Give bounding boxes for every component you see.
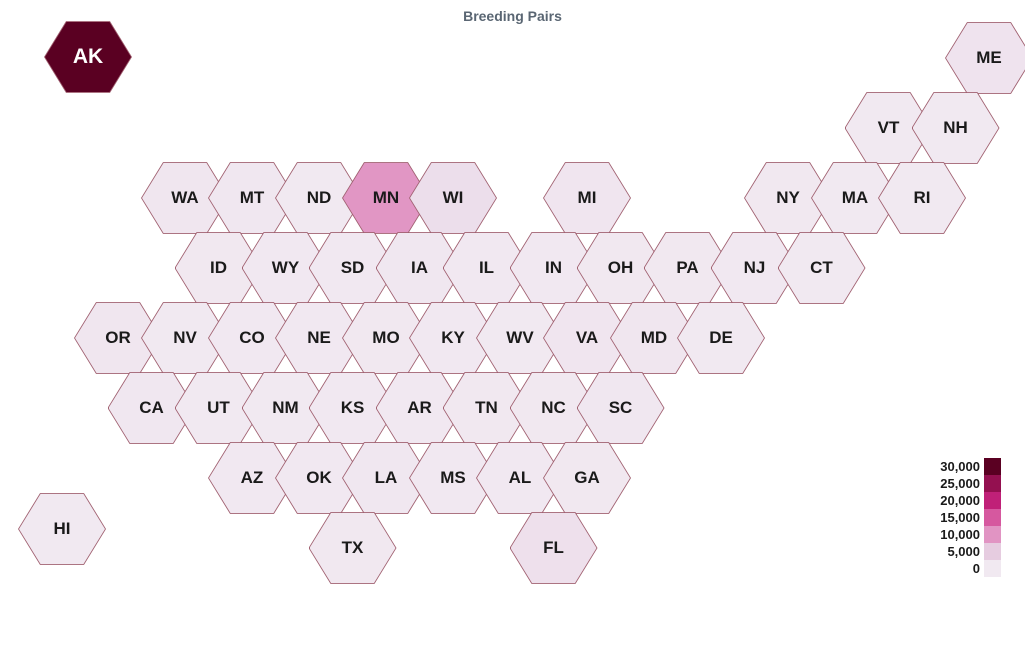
legend-swatch — [984, 543, 1001, 560]
legend-swatch — [984, 492, 1001, 509]
state-label: KY — [441, 328, 465, 348]
legend-label: 25,000 — [930, 476, 980, 491]
state-hex-fill: SC — [578, 370, 664, 446]
state-hex-fill: ME — [946, 20, 1025, 96]
state-hex-de[interactable]: DE — [677, 299, 765, 377]
state-label: SC — [609, 398, 633, 418]
state-label: ND — [307, 188, 332, 208]
legend-row: 15,000 — [930, 509, 1001, 526]
state-hex-fill: GA — [544, 440, 630, 516]
legend-row: 0 — [930, 560, 1001, 577]
state-label: AZ — [241, 468, 264, 488]
legend-row: 20,000 — [930, 492, 1001, 509]
state-label: FL — [543, 538, 564, 558]
state-label: GA — [574, 468, 600, 488]
state-hex-fill: TX — [310, 510, 396, 586]
legend-row: 10,000 — [930, 526, 1001, 543]
state-hex-me[interactable]: ME — [945, 19, 1025, 97]
state-label: PA — [676, 258, 698, 278]
legend-swatch — [984, 526, 1001, 543]
state-label: TX — [342, 538, 364, 558]
state-label: AL — [509, 468, 532, 488]
state-label: NJ — [744, 258, 766, 278]
state-label: TN — [475, 398, 498, 418]
state-label: DE — [709, 328, 733, 348]
state-label: CO — [239, 328, 265, 348]
legend-label: 10,000 — [930, 527, 980, 542]
state-hex-fill: RI — [879, 160, 965, 236]
state-hex-fill: MI — [544, 160, 630, 236]
state-label: SD — [341, 258, 365, 278]
state-label: WY — [272, 258, 299, 278]
state-label: MT — [240, 188, 265, 208]
legend-label: 5,000 — [930, 544, 980, 559]
state-label: IN — [545, 258, 562, 278]
state-label: MI — [578, 188, 597, 208]
state-hex-fill: AK — [45, 19, 131, 95]
state-hex-fl[interactable]: FL — [510, 509, 598, 587]
state-hex-ri[interactable]: RI — [878, 159, 966, 237]
state-label: UT — [207, 398, 230, 418]
state-label: MO — [372, 328, 399, 348]
state-label: NV — [173, 328, 197, 348]
legend-label: 20,000 — [930, 493, 980, 508]
legend-row: 25,000 — [930, 475, 1001, 492]
state-label: OH — [608, 258, 634, 278]
state-label: HI — [54, 519, 71, 539]
state-hex-tx[interactable]: TX — [309, 509, 397, 587]
state-label: ID — [210, 258, 227, 278]
legend-label: 30,000 — [930, 459, 980, 474]
legend-row: 5,000 — [930, 543, 1001, 560]
state-label: OK — [306, 468, 332, 488]
state-hex-hi[interactable]: HI — [18, 490, 106, 568]
legend-row: 30,000 — [930, 458, 1001, 475]
state-label: NE — [307, 328, 331, 348]
color-legend: 30,000 25,000 20,000 15,000 10,000 5,000 0 — [930, 458, 1001, 577]
state-label: NH — [943, 118, 968, 138]
state-label: RI — [914, 188, 931, 208]
state-label: VT — [878, 118, 900, 138]
state-hex-mi[interactable]: MI — [543, 159, 631, 237]
state-label: VA — [576, 328, 598, 348]
state-hex-ak[interactable]: AK — [44, 18, 132, 96]
state-label: AK — [73, 45, 103, 69]
state-hex-fill: CT — [779, 230, 865, 306]
state-hex-fill: HI — [19, 491, 105, 567]
state-label: OR — [105, 328, 131, 348]
state-hex-sc[interactable]: SC — [577, 369, 665, 447]
legend-swatch — [984, 475, 1001, 492]
state-label: ME — [976, 48, 1002, 68]
state-label: NM — [272, 398, 298, 418]
state-label: NC — [541, 398, 566, 418]
state-label: IL — [479, 258, 494, 278]
state-label: MS — [440, 468, 466, 488]
state-hex-ga[interactable]: GA — [543, 439, 631, 517]
state-hex-ct[interactable]: CT — [778, 229, 866, 307]
state-label: LA — [375, 468, 398, 488]
state-label: NY — [776, 188, 800, 208]
legend-swatch — [984, 458, 1001, 475]
state-label: MD — [641, 328, 667, 348]
legend-swatch — [984, 509, 1001, 526]
state-label: KS — [341, 398, 365, 418]
state-hex-nh[interactable]: NH — [912, 89, 1000, 167]
legend-swatch — [984, 560, 1001, 577]
state-hex-fill: WI — [410, 160, 496, 236]
state-label: CA — [139, 398, 164, 418]
legend-label: 15,000 — [930, 510, 980, 525]
state-hex-fill: NH — [913, 90, 999, 166]
state-label: AR — [407, 398, 432, 418]
state-label: WV — [506, 328, 533, 348]
legend-label: 0 — [930, 561, 980, 576]
state-label: IA — [411, 258, 428, 278]
state-hex-fill: FL — [511, 510, 597, 586]
state-label: MN — [373, 188, 399, 208]
state-hex-fill: DE — [678, 300, 764, 376]
state-label: WA — [171, 188, 198, 208]
state-hex-wi[interactable]: WI — [409, 159, 497, 237]
chart-title: Breeding Pairs — [0, 8, 1025, 24]
state-label: CT — [810, 258, 833, 278]
state-label: WI — [443, 188, 464, 208]
state-label: MA — [842, 188, 868, 208]
